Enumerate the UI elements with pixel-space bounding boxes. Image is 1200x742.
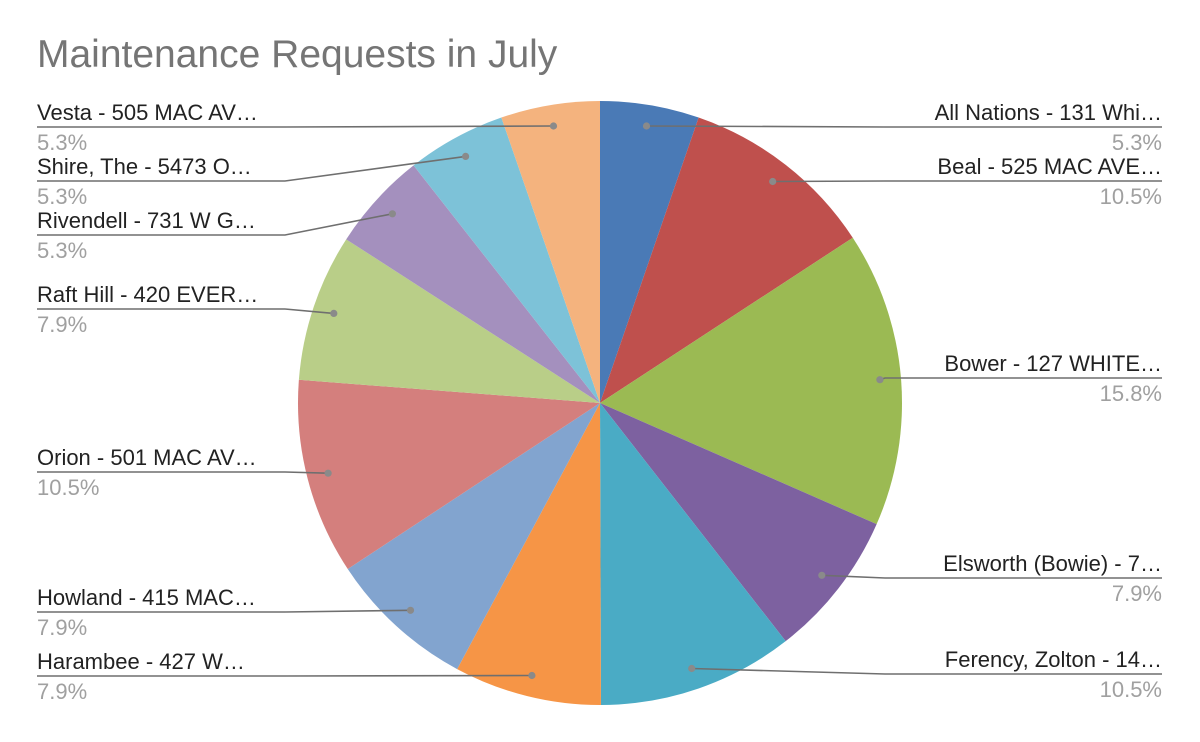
slice-label-howland-415-mac: Howland - 415 MAC… — [37, 585, 256, 610]
pie-slice-ferency-zolton-14 — [600, 403, 786, 705]
slice-label-rivendell-731-w-g: Rivendell - 731 W G… — [37, 208, 256, 233]
pie-slice-raft-hill-420-ever — [298, 239, 600, 403]
leader-line-vesta-505-mac-av — [37, 125, 554, 128]
slice-percent-raft-hill-420-ever: 7.9% — [37, 312, 87, 337]
leader-dot-beal-525-mac-ave — [769, 177, 777, 186]
leader-line-ferency-zolton-14 — [691, 667, 1162, 675]
pie-slice-harambee-427-w — [457, 403, 601, 706]
leader-dot-all-nations-131-whi — [642, 122, 651, 130]
slice-label-orion-501-mac-av: Orion - 501 MAC AV… — [37, 445, 257, 470]
slice-percent-howland-415-mac: 7.9% — [37, 615, 87, 640]
leader-dot-harambee-427-w — [528, 671, 536, 680]
pie-slice-elsworth-bowie-7 — [600, 403, 877, 642]
slice-percent-beal-525-mac-ave: 10.5% — [1100, 184, 1162, 209]
slice-percent-bower-127-white: 15.8% — [1100, 381, 1162, 406]
leader-line-howland-415-mac — [37, 609, 411, 613]
slice-percent-ferency-zolton-14: 10.5% — [1100, 677, 1162, 702]
slice-label-all-nations-131-whi: All Nations - 131 Whi… — [935, 100, 1162, 125]
slice-label-shire-the-5473-o: Shire, The - 5473 O… — [37, 154, 252, 179]
pie-slice-vesta-505-mac-av — [501, 101, 600, 403]
slice-percent-harambee-427-w: 7.9% — [37, 679, 87, 704]
slice-percent-rivendell-731-w-g: 5.3% — [37, 238, 87, 263]
leader-dot-vesta-505-mac-av — [549, 122, 558, 130]
leader-line-all-nations-131-whi — [646, 125, 1162, 128]
leader-line-raft-hill-420-ever — [37, 308, 334, 315]
pie-slice-beal-525-mac-ave — [600, 117, 853, 403]
leader-dot-rivendell-731-w-g — [388, 210, 396, 218]
leader-dot-howland-415-mac — [406, 606, 415, 614]
pie-slice-howland-415-mac — [347, 403, 600, 670]
slice-label-beal-525-mac-ave: Beal - 525 MAC AVE… — [937, 154, 1162, 179]
slice-labels: All Nations - 131 Whi…5.3%Beal - 525 MAC… — [37, 100, 1162, 704]
leader-dot-shire-the-5473-o — [462, 152, 470, 160]
leader-dot-orion-501-mac-av — [324, 469, 332, 477]
slice-percent-elsworth-bowie-7: 7.9% — [1112, 581, 1162, 606]
pie-slice-shire-the-5473-o — [413, 117, 600, 403]
leader-dot-raft-hill-420-ever — [330, 309, 338, 317]
leader-line-elsworth-bowie-7 — [821, 574, 1162, 579]
leader-lines — [37, 122, 1162, 680]
leader-line-harambee-427-w — [37, 674, 532, 677]
slice-percent-shire-the-5473-o: 5.3% — [37, 184, 87, 209]
slice-label-raft-hill-420-ever: Raft Hill - 420 EVER… — [37, 282, 258, 307]
leader-line-rivendell-731-w-g — [37, 213, 393, 236]
slice-percent-vesta-505-mac-av: 5.3% — [37, 130, 87, 155]
chart-title: Maintenance Requests in July — [37, 33, 558, 76]
slice-label-bower-127-white: Bower - 127 WHITE… — [944, 351, 1162, 376]
slice-label-ferency-zolton-14: Ferency, Zolton - 14… — [945, 647, 1162, 672]
leader-line-beal-525-mac-ave — [772, 180, 1162, 183]
pie-slice-rivendell-731-w-g — [346, 165, 600, 403]
slice-label-harambee-427-w: Harambee - 427 W… — [37, 649, 245, 674]
pie-slice-bower-127-white — [600, 237, 902, 525]
slice-percent-orion-501-mac-av: 10.5% — [37, 475, 99, 500]
slice-label-vesta-505-mac-av: Vesta - 505 MAC AV… — [37, 100, 258, 125]
slice-label-elsworth-bowie-7: Elsworth (Bowie) - 7… — [943, 551, 1162, 576]
pie-slice-all-nations-131-whi — [600, 101, 699, 403]
leader-line-shire-the-5473-o — [37, 155, 466, 182]
leader-line-orion-501-mac-av — [37, 471, 329, 474]
leader-dot-elsworth-bowie-7 — [818, 571, 826, 579]
slice-percent-all-nations-131-whi: 5.3% — [1112, 130, 1162, 155]
pie-slice-orion-501-mac-av — [297, 379, 600, 570]
pie-slices — [297, 101, 902, 706]
leader-line-bower-127-white — [879, 377, 1162, 381]
leader-dot-ferency-zolton-14 — [688, 664, 696, 673]
leader-dot-bower-127-white — [876, 376, 884, 384]
